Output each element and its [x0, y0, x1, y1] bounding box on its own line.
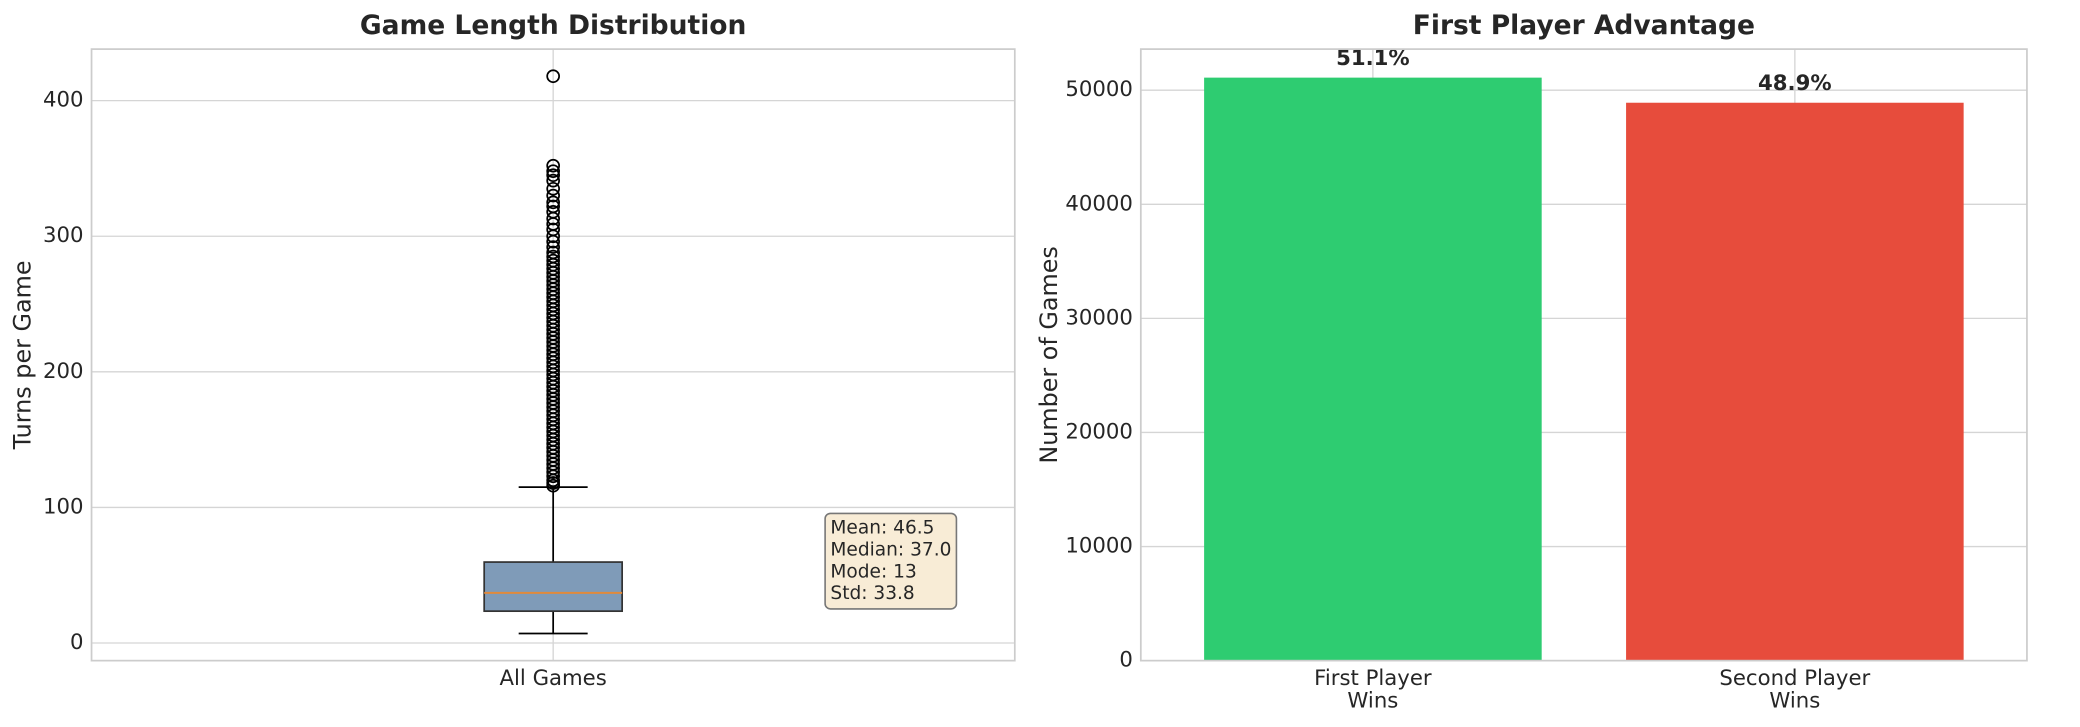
- annotation-line: Mode: 13: [830, 561, 916, 582]
- bar: [1204, 77, 1542, 661]
- outlier: [546, 245, 560, 260]
- y-tick-label: 100: [43, 494, 84, 519]
- chart-title: First Player Advantage: [1413, 10, 1755, 41]
- axes-frame: [1139, 48, 2028, 662]
- y-tick-label: 200: [43, 359, 84, 384]
- outlier: [546, 199, 560, 214]
- y-tick-label: 0: [70, 630, 84, 655]
- x-tick-label: All Games: [500, 666, 607, 691]
- annotation-box: [824, 512, 958, 610]
- outlier: [546, 173, 560, 188]
- value-label: 48.9%: [1758, 71, 1832, 96]
- annotation-line: Std: 33.8: [830, 583, 914, 604]
- outlier: [546, 222, 560, 237]
- y-tick-label: 0: [1119, 648, 1133, 673]
- outlier: [546, 253, 560, 268]
- annotation-line: Median: 37.0: [830, 539, 951, 560]
- outlier: [546, 69, 560, 84]
- outlier: [546, 181, 560, 196]
- value-label: 51.1%: [1336, 46, 1410, 71]
- outlier: [546, 158, 560, 173]
- outlier: [546, 188, 560, 203]
- y-tick-label: 10000: [1065, 534, 1133, 559]
- annotation-line: Mean: 46.5: [830, 517, 934, 538]
- y-tick-label: 400: [43, 88, 84, 113]
- x-tick-label: First Player Wins: [1314, 666, 1432, 713]
- axes-frame: [90, 48, 1016, 662]
- outlier: [546, 164, 560, 178]
- chart-title: Game Length Distribution: [360, 10, 746, 41]
- outlier: [546, 168, 560, 183]
- y-tick-label: 300: [43, 223, 84, 248]
- outlier: [546, 195, 560, 210]
- outlier: [546, 204, 560, 219]
- outlier: [546, 249, 560, 264]
- y-tick-label: 50000: [1065, 77, 1133, 102]
- y-axis-label: Number of Games: [1035, 246, 1063, 463]
- y-tick-label: 30000: [1065, 305, 1133, 330]
- y-tick-label: 40000: [1065, 191, 1133, 216]
- outlier: [546, 240, 560, 254]
- box: [483, 561, 624, 613]
- bar: [1626, 102, 1964, 661]
- y-tick-label: 20000: [1065, 419, 1133, 444]
- y-axis-label: Turns per Game: [8, 260, 36, 450]
- x-tick-label: Second Player Wins: [1719, 666, 1870, 713]
